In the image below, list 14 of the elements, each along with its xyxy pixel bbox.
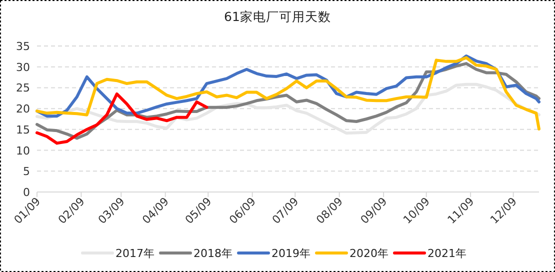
chart-title: 61家电厂可用天数: [224, 9, 331, 24]
y-tick-label: 0: [23, 186, 30, 199]
legend-label: 2020年: [350, 247, 388, 260]
y-tick-label: 5: [23, 165, 30, 178]
y-tick-label: 15: [16, 123, 30, 136]
legend-label: 2019年: [272, 247, 310, 260]
legend-label: 2021年: [428, 247, 466, 260]
legend-label: 2018年: [194, 247, 232, 260]
y-tick-label: 30: [16, 60, 30, 74]
y-tick-label: 20: [16, 102, 30, 116]
y-tick-label: 10: [16, 144, 30, 158]
y-tick-label: 35: [16, 40, 30, 53]
y-tick-label: 25: [16, 82, 30, 95]
legend-label: 2017年: [116, 247, 154, 260]
